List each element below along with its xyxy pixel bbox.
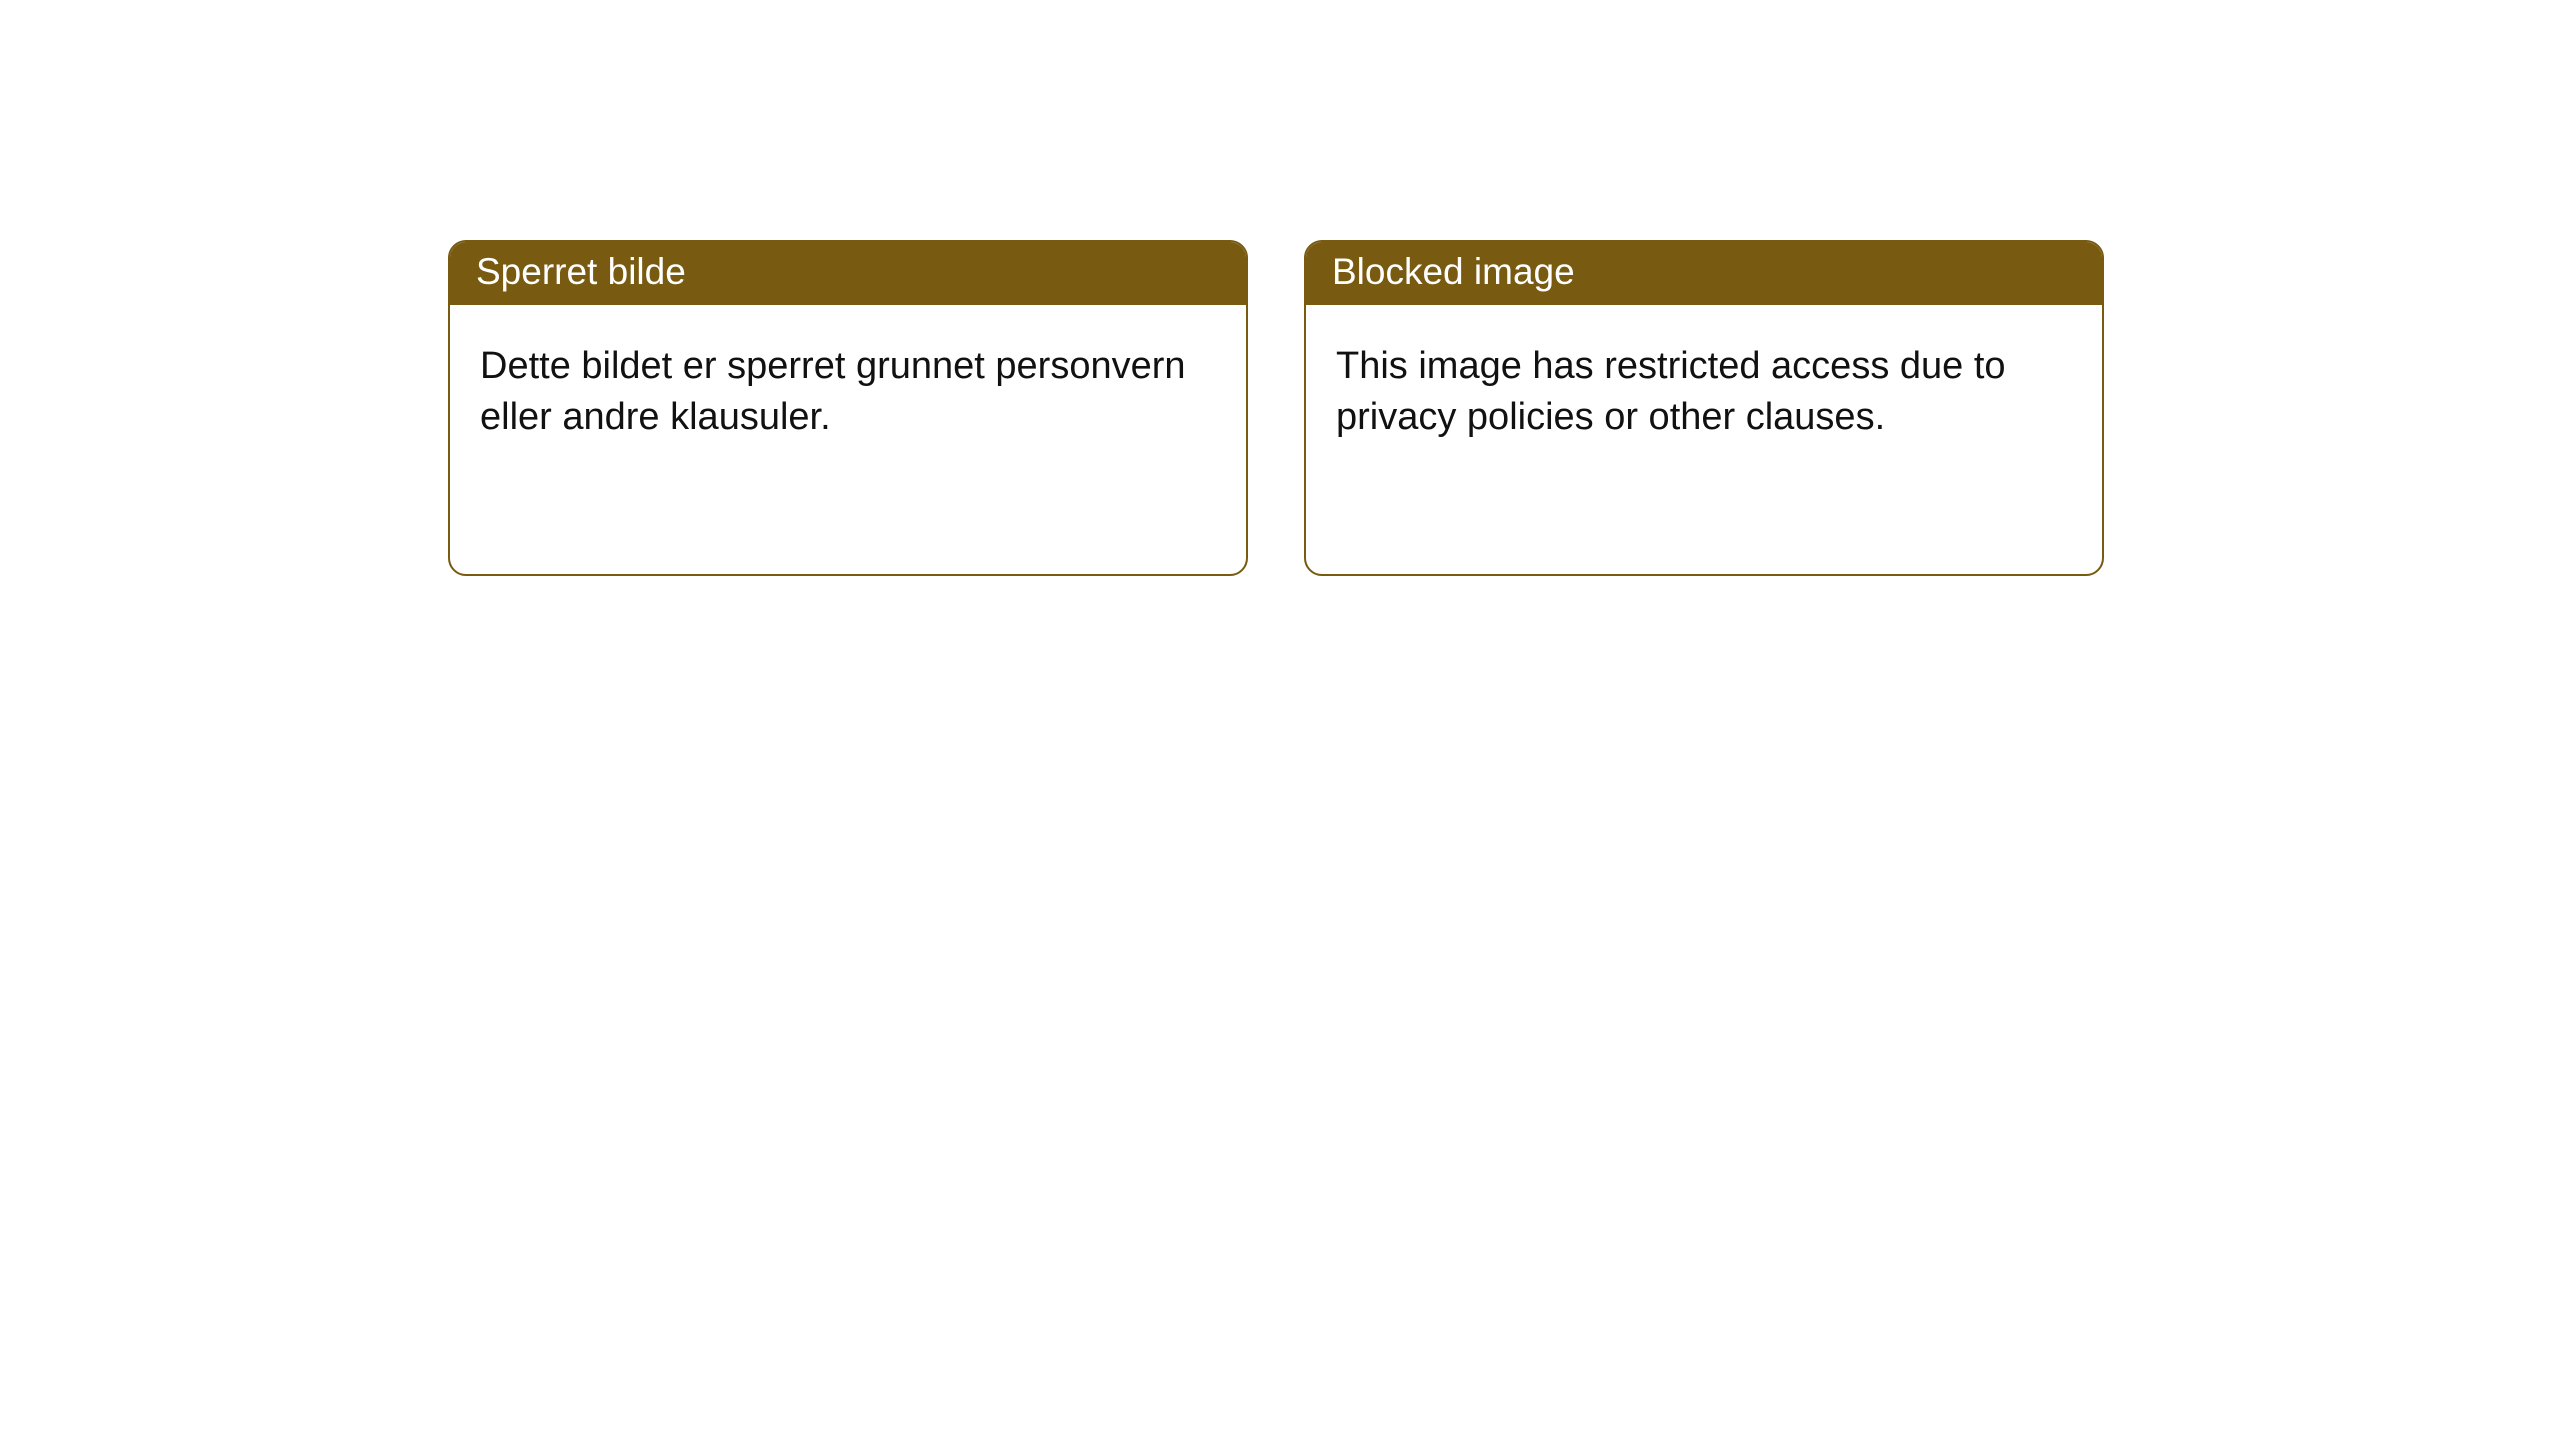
- notice-container: Sperret bilde Dette bildet er sperret gr…: [0, 0, 2560, 576]
- notice-card-text: Dette bildet er sperret grunnet personve…: [480, 345, 1186, 438]
- notice-card-body: Dette bildet er sperret grunnet personve…: [450, 305, 1246, 474]
- notice-card-title: Sperret bilde: [476, 251, 686, 292]
- notice-card-no: Sperret bilde Dette bildet er sperret gr…: [448, 240, 1248, 576]
- notice-card-body: This image has restricted access due to …: [1306, 305, 2102, 474]
- notice-card-en: Blocked image This image has restricted …: [1304, 240, 2104, 576]
- notice-card-text: This image has restricted access due to …: [1336, 345, 2006, 438]
- notice-card-header: Sperret bilde: [450, 242, 1246, 305]
- notice-card-title: Blocked image: [1332, 251, 1575, 292]
- notice-card-header: Blocked image: [1306, 242, 2102, 305]
